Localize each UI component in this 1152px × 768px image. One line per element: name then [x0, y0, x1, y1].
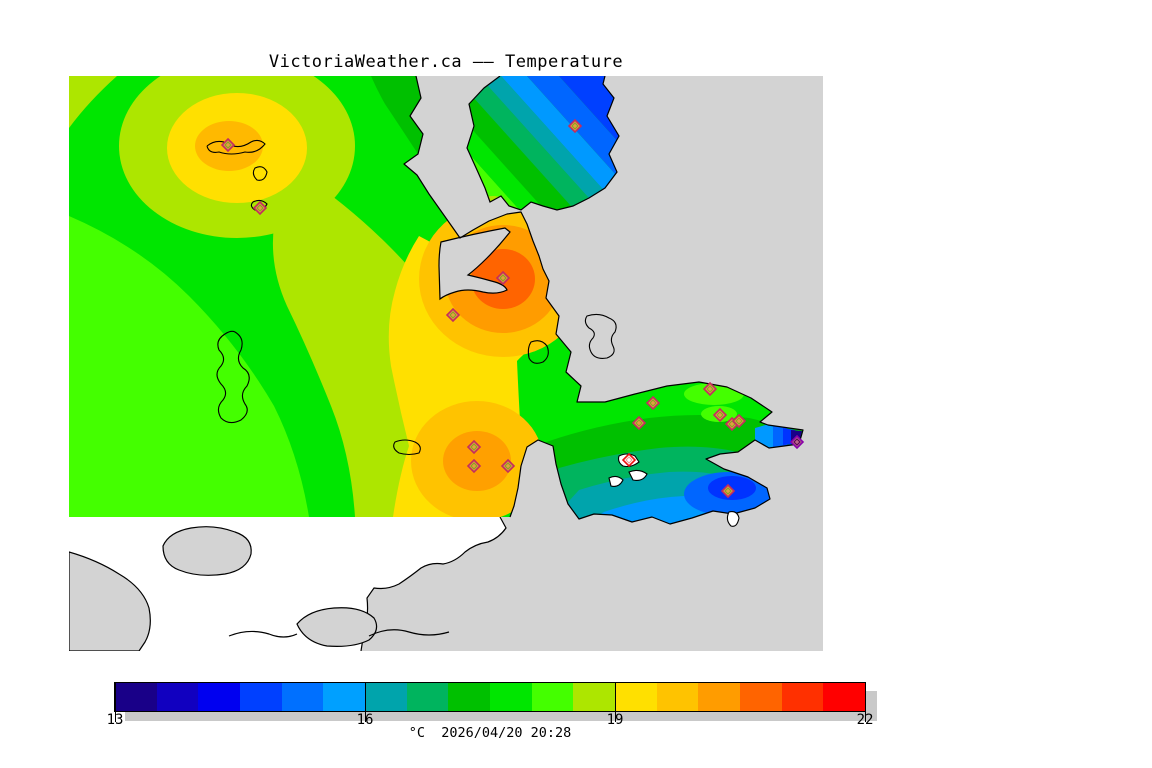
station-marker [631, 415, 647, 431]
colorbar-tick-label: 19 [606, 712, 624, 728]
colorbar-segment [531, 683, 574, 711]
station-marker [252, 200, 268, 216]
colorbar-segment [740, 683, 782, 711]
colorbar-segment [115, 683, 157, 711]
colorbar-segment [615, 683, 657, 711]
colorbar-segment [406, 683, 449, 711]
unit-label: °C [408, 725, 425, 741]
temperature-map [69, 76, 823, 651]
colorbar-segment [698, 683, 741, 711]
colorbar-segment [823, 683, 866, 711]
colorbar-segment [365, 683, 407, 711]
colorbar-segment [448, 683, 491, 711]
colorbar-segment [240, 683, 282, 711]
colorbar-caption: °C 2026/04/20 20:28 [115, 725, 865, 741]
coastline [69, 551, 151, 651]
colorbar-segment [156, 683, 199, 711]
colorbar-segment [781, 683, 824, 711]
station-marker [731, 413, 747, 429]
station-marker [500, 458, 516, 474]
station-marker [789, 434, 805, 450]
timestamp-label: 2026/04/20 20:28 [441, 725, 572, 741]
station-marker [445, 307, 461, 323]
station-marker [720, 483, 736, 499]
colorbar-segment [198, 683, 241, 711]
station-marker [220, 137, 236, 153]
station-marker [645, 395, 661, 411]
colorbar-tick-label: 22 [856, 712, 874, 728]
colorbar-tick-label: 16 [356, 712, 374, 728]
colorbar-tick-labels: 13 16 19 22 [107, 712, 874, 728]
station-marker [495, 270, 511, 286]
colorbar-segment [323, 683, 366, 711]
station-marker [702, 381, 718, 397]
coastline [162, 526, 252, 576]
coastline-main [403, 76, 804, 525]
island-outlines [206, 139, 617, 456]
station-marker [712, 407, 728, 423]
coastline [296, 607, 378, 647]
colorbar-segment [656, 683, 699, 711]
colorbar-tick-label: 13 [106, 712, 124, 728]
colorbar [114, 682, 866, 712]
station-marker [466, 458, 482, 474]
colorbar-segment [281, 683, 324, 711]
station-marker [621, 452, 637, 468]
station-markers [220, 118, 805, 499]
station-marker [567, 118, 583, 134]
page-title: VictoriaWeather.ca —— Temperature [268, 52, 624, 72]
station-marker [466, 439, 482, 455]
colorbar-segment [573, 683, 616, 711]
saanich-inlet [438, 227, 511, 301]
coastline-salt-spring [466, 76, 620, 211]
no-data-land-region [69, 516, 507, 651]
colorbar-segment [490, 683, 532, 711]
